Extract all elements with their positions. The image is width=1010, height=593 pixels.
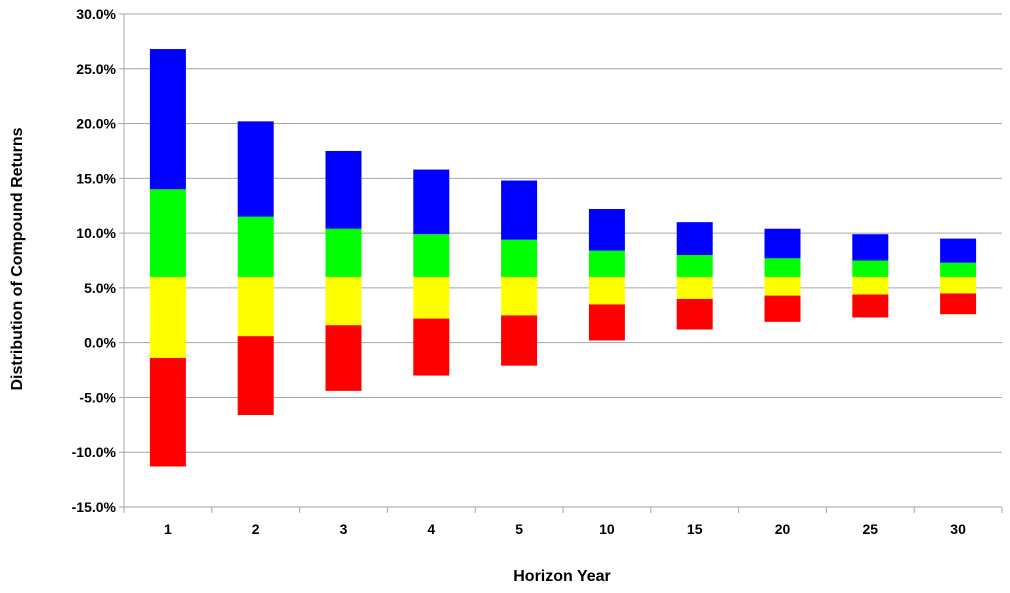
bar-segment-green: [588, 250, 625, 277]
y-tick-label: 15.0%: [76, 170, 116, 186]
bar-segment-blue: [852, 234, 889, 261]
bar-segment-red: [237, 336, 274, 415]
bar-segment-red: [676, 298, 713, 330]
x-tick-label: 3: [340, 521, 348, 537]
bar-segment-green: [676, 255, 713, 277]
bar-segment-green: [940, 262, 977, 277]
bars: [149, 49, 977, 467]
y-tick-label: 5.0%: [84, 280, 116, 296]
bar-segment-red: [764, 295, 801, 322]
bar-segment-blue: [325, 150, 362, 229]
bar-segment-red: [149, 358, 186, 467]
y-tick-label: 0.0%: [84, 335, 116, 351]
x-tick-label: 20: [775, 521, 791, 537]
bar-segment-blue: [940, 238, 977, 263]
bar-segment-yellow: [588, 276, 625, 305]
bar-segment-yellow: [501, 276, 538, 316]
bar-segment-green: [764, 258, 801, 277]
bar-segment-green: [413, 234, 450, 277]
x-tick-label: 10: [599, 521, 615, 537]
y-axis-title: Distribution of Compound Returns: [9, 127, 26, 390]
y-tick-label: -15.0%: [72, 499, 117, 515]
bar-segment-green: [501, 239, 538, 277]
bar-segment-blue: [588, 209, 625, 251]
y-tick-label: 20.0%: [76, 116, 116, 132]
x-axis-title: Horizon Year: [513, 568, 611, 585]
bar-segment-yellow: [237, 276, 274, 337]
x-tick-label: 2: [252, 521, 260, 537]
bar-segment-red: [501, 315, 538, 366]
x-tick-labels: 1 2 3 4 5 10 15 20 25 30: [164, 521, 966, 537]
y-tick-label: 10.0%: [76, 225, 116, 241]
bar-segment-red: [940, 293, 977, 315]
bar-segment-yellow: [149, 276, 186, 359]
bar-segment-blue: [676, 222, 713, 256]
bar-segment-blue: [413, 169, 450, 235]
bar-segment-yellow: [676, 276, 713, 299]
y-tick-label: 30.0%: [76, 6, 116, 22]
bar-segment-yellow: [325, 276, 362, 326]
axes: [119, 13, 1003, 513]
bar-segment-green: [852, 260, 889, 277]
bar-segment-red: [413, 318, 450, 376]
y-tick-label: 25.0%: [76, 61, 116, 77]
bar-segment-blue: [237, 121, 274, 217]
bar-segment-red: [852, 294, 889, 318]
y-tick-label: -5.0%: [79, 389, 116, 405]
y-tick-label: -10.0%: [72, 444, 117, 460]
bar-segment-blue: [149, 49, 186, 190]
x-tick-label: 30: [950, 521, 966, 537]
y-tick-labels: -15.0% -10.0% -5.0% 0.0% 5.0% 10.0% 15.0% 20.0%…: [72, 6, 117, 515]
bar-segment-blue: [501, 180, 538, 240]
x-tick-label: 25: [863, 521, 879, 537]
bar-segment-yellow: [940, 276, 977, 294]
bar-segment-green: [237, 216, 274, 277]
bar-segment-yellow: [413, 276, 450, 319]
bar-segment-green: [325, 228, 362, 277]
bar-segment-red: [325, 325, 362, 391]
bar-segment-green: [149, 189, 186, 277]
bar-segment-red: [588, 304, 625, 341]
x-tick-label: 5: [515, 521, 523, 537]
x-tick-label: 1: [164, 521, 172, 537]
bar-segment-blue: [764, 228, 801, 259]
x-tick-label: 15: [687, 521, 703, 537]
x-tick-label: 4: [427, 521, 435, 537]
bar-segment-yellow: [852, 276, 889, 295]
bar-segment-yellow: [764, 276, 801, 296]
